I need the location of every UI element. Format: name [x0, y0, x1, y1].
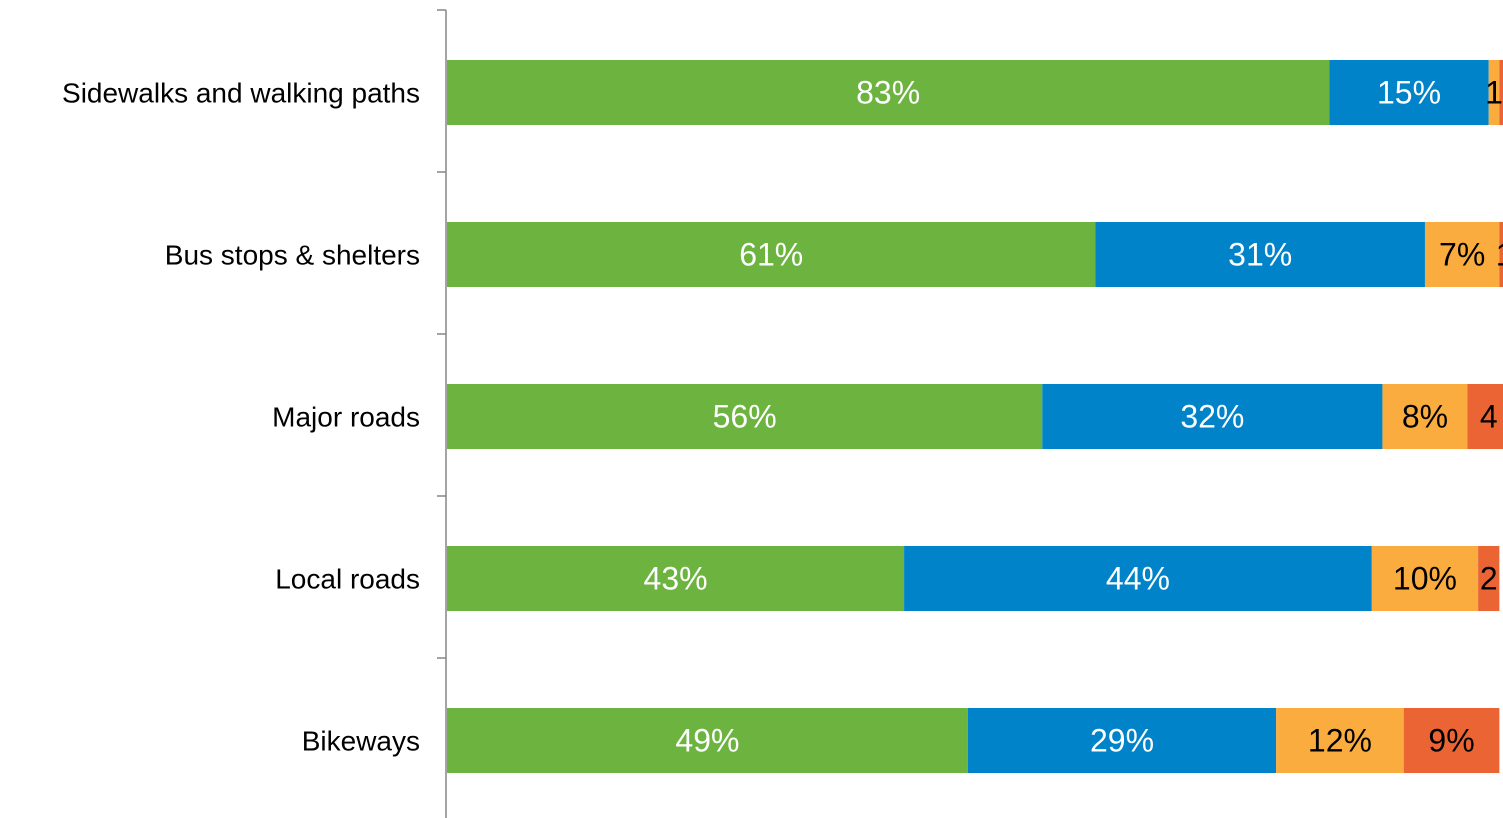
data-label: 4 — [1480, 399, 1498, 435]
data-label: 32% — [1180, 399, 1244, 435]
bar-segment — [447, 222, 1096, 287]
category-axis — [437, 9, 447, 818]
bar-segment — [1467, 384, 1503, 449]
data-label: 49% — [675, 723, 739, 759]
category-label: Sidewalks and walking paths — [62, 78, 420, 109]
bar-segment — [1382, 384, 1468, 449]
bar-segment — [447, 60, 1330, 125]
data-label: 8% — [1402, 399, 1448, 435]
bar-segment — [1424, 222, 1500, 287]
data-label: 43% — [644, 561, 708, 597]
value-labels-layer: 83% 15% 1 61% 31% 7% 1 56% 32% 8% 4 43% 44% 10% 2 49% 29… — [644, 75, 1503, 759]
bar-segment — [1499, 60, 1503, 125]
data-label: 2 — [1480, 561, 1498, 597]
data-label: 7% — [1439, 237, 1485, 273]
category-label: Major roads — [272, 402, 420, 433]
category-label: Bus stops & shelters — [165, 240, 420, 271]
bars-layer — [447, 60, 1503, 773]
data-label: 1 — [1485, 75, 1503, 111]
data-label: 12% — [1308, 723, 1372, 759]
data-label: 61% — [739, 237, 803, 273]
bar-segment — [447, 546, 905, 611]
data-label: 44% — [1106, 561, 1170, 597]
bar-segment — [447, 708, 968, 773]
bar-segment — [1329, 60, 1489, 125]
data-label: 83% — [856, 75, 920, 111]
category-labels-layer: Sidewalks and walking paths Bus stops & s… — [62, 78, 420, 757]
data-label: 29% — [1090, 723, 1154, 759]
bar-segment — [1095, 222, 1425, 287]
bar-segment — [967, 708, 1277, 773]
data-label: 31% — [1228, 237, 1292, 273]
bar-segment — [1276, 708, 1404, 773]
bar-segment — [1478, 546, 1500, 611]
data-label: 9% — [1428, 723, 1474, 759]
bar-segment — [1042, 384, 1383, 449]
bar-segment — [1499, 222, 1503, 287]
bar-segment — [1488, 60, 1500, 125]
bar-segment — [904, 546, 1372, 611]
bar-segment — [1403, 708, 1500, 773]
category-label: Local roads — [275, 564, 420, 595]
category-label: Bikeways — [302, 726, 420, 757]
bar-segment — [1371, 546, 1479, 611]
data-label: 10% — [1393, 561, 1457, 597]
data-label: 15% — [1377, 75, 1441, 111]
data-label: 1 — [1496, 237, 1503, 273]
bar-segment — [447, 384, 1043, 449]
data-label: 56% — [713, 399, 777, 435]
